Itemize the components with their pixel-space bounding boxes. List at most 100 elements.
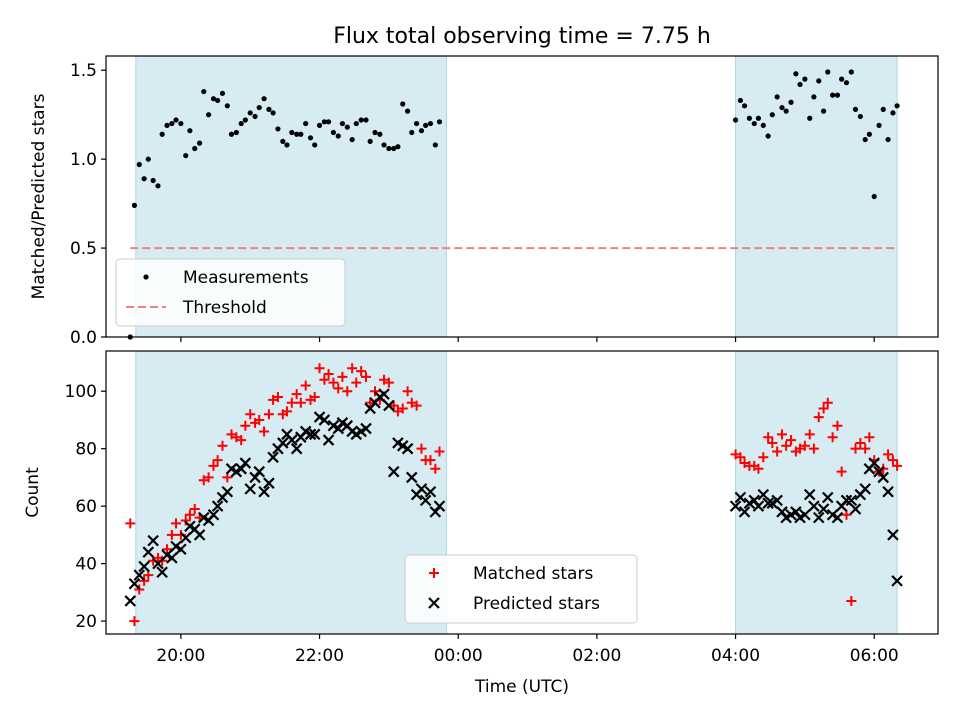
matched-star-point [295, 397, 306, 408]
matched-star-point [134, 584, 145, 595]
predicted-star-point [290, 442, 303, 455]
measurement-point [880, 106, 886, 112]
measurement-point [280, 138, 286, 144]
matched-star-point [300, 380, 311, 391]
matched-star-point [180, 515, 191, 526]
measurement-point [252, 113, 258, 120]
matched-star-point [162, 544, 173, 555]
measurement-point [746, 115, 753, 121]
measurement-point [423, 122, 429, 128]
predicted-star-point [322, 434, 335, 446]
measurement-point [783, 108, 789, 114]
measurement-point [275, 126, 281, 132]
predicted-star-point [249, 471, 261, 484]
measurement-point [224, 103, 230, 109]
measurement-point [284, 142, 290, 148]
legend-measurement-marker [143, 274, 149, 280]
matched-star-point [781, 440, 792, 451]
measurement-point [215, 97, 221, 104]
predicted-star-point [152, 557, 164, 570]
measurement-point [436, 119, 443, 125]
y-tick-label: 40 [75, 555, 97, 575]
matched-star-point [189, 504, 200, 515]
predicted-star-point [840, 494, 853, 507]
measurement-point [298, 131, 304, 137]
measurement-point [788, 99, 794, 105]
y-tick-label: 100 [65, 382, 97, 402]
measurement-point [344, 124, 350, 130]
measurement-point [178, 120, 184, 127]
measurement-point [816, 78, 822, 84]
predicted-star-point [124, 595, 137, 607]
matched-star-point [370, 386, 381, 397]
predicted-star-point [738, 506, 751, 518]
predicted-star-point [776, 506, 788, 518]
measurement-point [418, 128, 425, 134]
matched-star-point [361, 371, 371, 382]
y-tick-label: 80 [75, 440, 97, 460]
measurement-point [339, 120, 346, 127]
measurement-point [732, 117, 739, 123]
measurement-point [228, 131, 235, 137]
matched-star-point [333, 383, 344, 394]
measurement-point [885, 136, 891, 143]
predicted-star-point [304, 428, 317, 441]
matched-star-point [822, 397, 833, 408]
predicted-star-point [424, 486, 437, 498]
matched-star-point [263, 409, 274, 420]
x-axis-label: Time (UTC) [474, 677, 569, 697]
measurement-point [802, 76, 808, 82]
measurement-point [432, 142, 438, 148]
matched-star-point [758, 452, 769, 463]
predicted-star-point [244, 483, 256, 495]
measurement-point [737, 97, 744, 104]
predicted-star-point [790, 506, 802, 518]
measurement-point [391, 145, 397, 152]
predicted-star-point [891, 575, 903, 587]
measurement-point [751, 120, 757, 127]
predicted-star-point [752, 500, 765, 512]
measurement-point [852, 106, 859, 112]
measurement-point [894, 103, 900, 109]
measurement-point [316, 122, 323, 128]
measurement-point [131, 202, 138, 208]
measurement-point [206, 112, 212, 118]
y-tick-label: 1.5 [70, 61, 97, 81]
measurement-point [155, 183, 161, 189]
measurement-point [238, 120, 244, 127]
matched-star-point [860, 443, 871, 454]
predicted-star-point [873, 465, 885, 478]
predicted-star-point [748, 494, 761, 507]
predicted-star-point [263, 477, 275, 489]
measurement-point [797, 81, 803, 88]
matched-star-point [342, 386, 353, 397]
x-tick-label: 04:00 [711, 646, 760, 666]
predicted-star-point [845, 494, 858, 507]
matched-star-point [772, 446, 783, 457]
predicted-star-point [128, 577, 141, 590]
measurement-point [201, 88, 207, 95]
measurement-point [834, 92, 841, 98]
predicted-star-point [179, 531, 192, 544]
y-axis-label: Count [23, 467, 43, 518]
measurement-point [765, 133, 771, 139]
shaded-interval [735, 56, 898, 337]
matched-star-point [818, 403, 829, 414]
matched-star-point [328, 377, 339, 388]
matched-star-point [203, 472, 214, 483]
predicted-star-point [253, 465, 266, 478]
legend-predicted-marker [428, 597, 440, 609]
predicted-star-point [429, 506, 442, 518]
measurement-point [303, 120, 309, 127]
predicted-star-point [332, 422, 345, 435]
measurement-point [793, 71, 799, 77]
matched-star-point [319, 374, 330, 385]
matched-star-point [799, 440, 810, 451]
matched-star-point [254, 414, 265, 425]
matched-star-point [245, 409, 256, 420]
predicted-star-point [859, 483, 871, 495]
predicted-star-point [734, 491, 747, 504]
predicted-star-point [156, 566, 168, 579]
matched-star-point [767, 437, 778, 448]
matched-star-point [166, 529, 177, 540]
